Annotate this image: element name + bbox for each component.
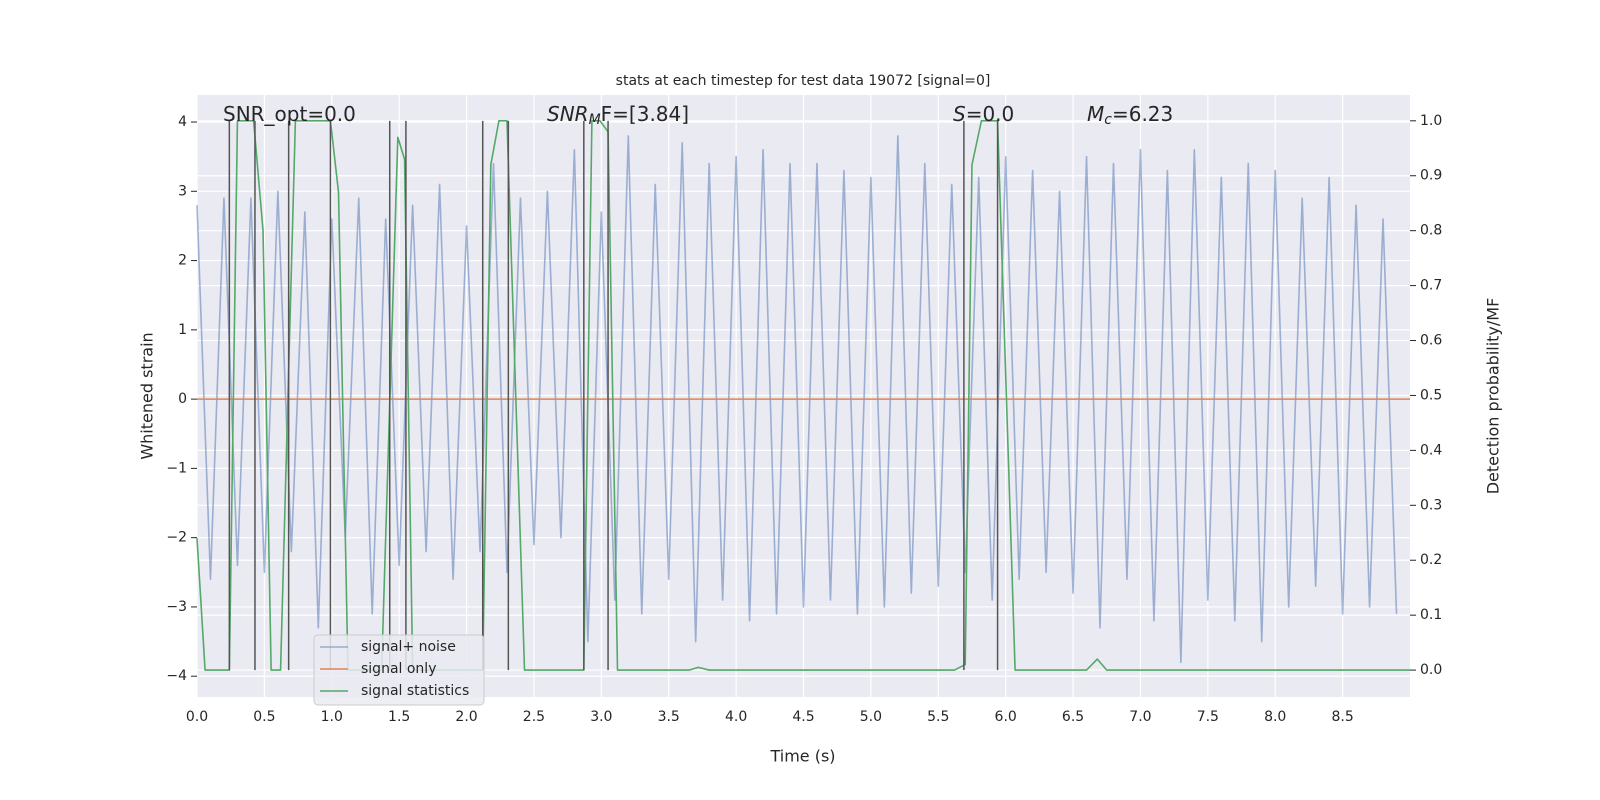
annotation-part: M [589, 112, 601, 128]
legend-label: signal statistics [361, 683, 469, 699]
y2-tick-label: 1.0 [1420, 113, 1442, 129]
y2-tick-label: 0.7 [1420, 278, 1442, 294]
y-tick-label: 3 [178, 183, 187, 199]
y2-tick-label: 0.6 [1420, 333, 1442, 349]
legend-label: signal+ noise [361, 639, 456, 655]
x-tick-label: 4.5 [792, 709, 814, 725]
annotation-part: M [1087, 102, 1104, 126]
x-tick-label: 7.0 [1129, 709, 1151, 725]
x-tick-label: 1.5 [388, 709, 410, 725]
chart-title: stats at each timestep for test data 190… [616, 73, 991, 89]
x-tick-label: 5.5 [927, 709, 949, 725]
y2-tick-label: 0.5 [1420, 387, 1442, 403]
annotation: SNR_opt=0.0 [223, 102, 356, 126]
y2-tick-label: 0.8 [1420, 223, 1442, 239]
y-tick-label: −3 [166, 599, 187, 615]
y-tick-label: 2 [178, 253, 187, 269]
x-tick-label: 0.5 [253, 709, 275, 725]
x-axis-label: Time (s) [769, 747, 835, 766]
annotation-part: SNR [547, 102, 589, 126]
annotation: Mc=6.23 [1087, 102, 1173, 129]
y2-tick-label: 0.2 [1420, 552, 1442, 568]
x-tick-label: 4.0 [725, 709, 747, 725]
x-tick-label: 3.0 [590, 709, 612, 725]
x-tick-label: 7.5 [1197, 709, 1219, 725]
annotation: SNRMF=[3.84] [547, 102, 689, 129]
annotation-part: =0.0 [966, 102, 1015, 126]
y2-tick-label: 0.0 [1420, 662, 1442, 678]
x-tick-label: 8.0 [1264, 709, 1286, 725]
legend-label: signal only [361, 661, 436, 677]
annotation-part: c [1104, 112, 1112, 128]
y-tick-label: 0 [178, 391, 187, 407]
x-tick-label: 3.5 [658, 709, 680, 725]
y2-tick-label: 0.9 [1420, 168, 1442, 184]
y2-tick-label: 0.1 [1420, 607, 1442, 623]
series-line [196, 135, 1398, 664]
x-tick-label: 8.5 [1331, 709, 1353, 725]
x-tick-label: 5.0 [860, 709, 882, 725]
x-tick-label: 1.0 [321, 709, 343, 725]
x-tick-label: 6.0 [995, 709, 1017, 725]
y2-tick-label: 0.4 [1420, 442, 1442, 458]
x-tick-label: 0.0 [186, 709, 208, 725]
y2-axis-label: Detection probability/MF [1484, 298, 1503, 495]
y-axis-label: Whitened strain [138, 332, 157, 459]
y-tick-label: −2 [166, 530, 187, 546]
y-tick-label: −1 [166, 460, 187, 476]
annotation-part: SNR_opt=0.0 [223, 102, 356, 126]
y-tick-label: −4 [166, 668, 187, 684]
annotation-part: F=[3.84] [601, 102, 689, 126]
x-tick-label: 2.0 [455, 709, 477, 725]
y-tick-label: 4 [178, 114, 187, 130]
series-line [196, 120, 1410, 671]
x-tick-label: 6.5 [1062, 709, 1084, 725]
x-tick-label: 2.5 [523, 709, 545, 725]
y-tick-label: 1 [178, 322, 187, 338]
y2-tick-label: 0.3 [1420, 497, 1442, 513]
annotation-part: S [953, 102, 966, 126]
annotation-part: =6.23 [1112, 102, 1173, 126]
legend-box [313, 634, 485, 706]
annotation: S=0.0 [953, 102, 1014, 126]
